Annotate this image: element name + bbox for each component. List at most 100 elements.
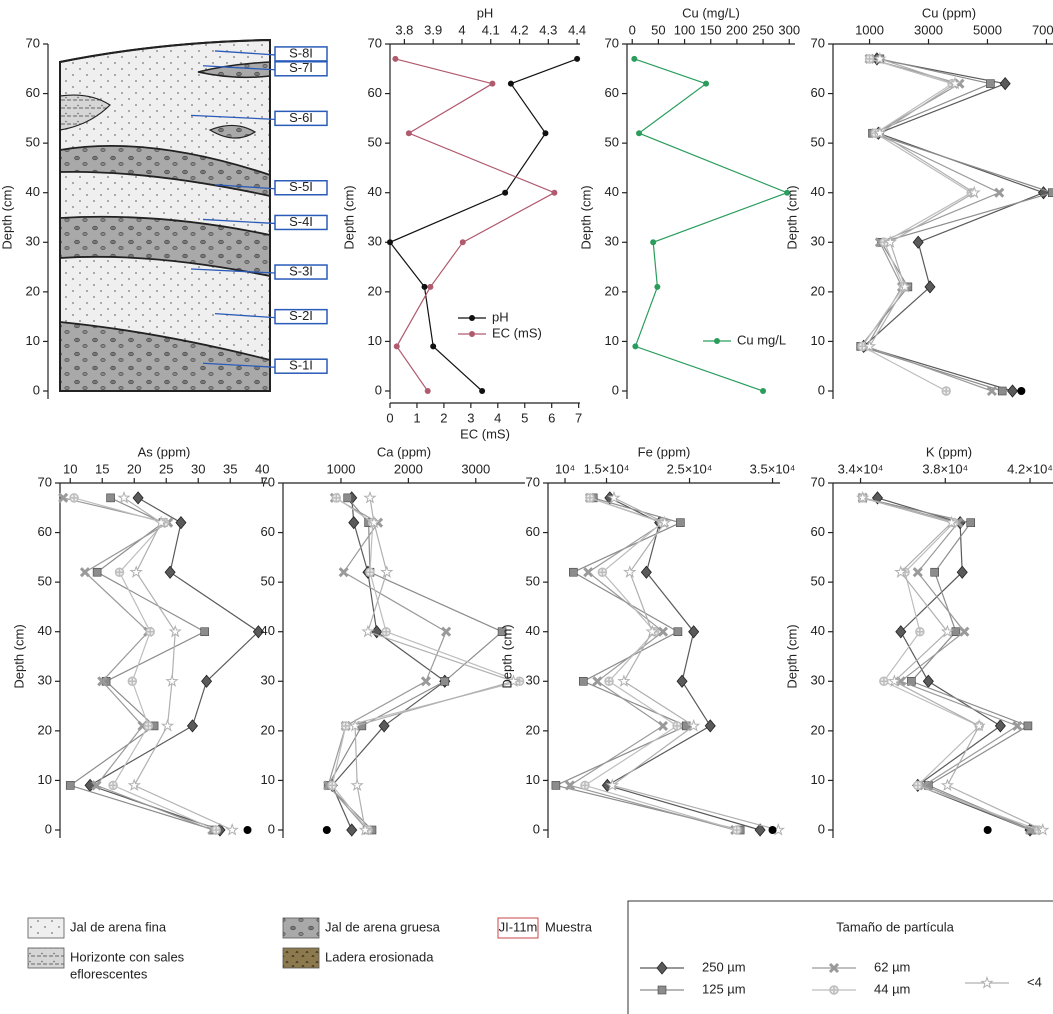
legend-marker: [469, 315, 475, 321]
sample-label: S-7I: [289, 60, 313, 75]
legend-frame: [627, 900, 1053, 1014]
y-tick-label: 0: [33, 382, 40, 397]
point: [686, 718, 701, 732]
point: [58, 492, 69, 503]
series-line: [123, 497, 233, 831]
point: [252, 625, 264, 639]
series-line: [862, 497, 1031, 831]
point: [999, 77, 1011, 91]
y-tick-label: 60: [526, 524, 540, 539]
x2-tick-label: 2: [440, 410, 447, 425]
point: [883, 235, 897, 248]
x-tick-label: 2000: [394, 461, 423, 476]
point: [887, 674, 902, 687]
sample-pointer: [190, 114, 276, 121]
y-tick-label: 50: [605, 135, 619, 150]
point: [636, 130, 643, 137]
point: [922, 674, 934, 688]
point: [564, 780, 576, 791]
point: [632, 343, 639, 350]
y-tick-label: 40: [261, 623, 275, 638]
x-axis-label: Fe (ppm): [638, 444, 691, 459]
point: [427, 283, 434, 290]
point: [574, 55, 581, 62]
point: [983, 826, 992, 834]
sample-legend-label: Muestra: [545, 919, 593, 934]
sample-pointer: [190, 268, 276, 274]
y-tick-label: 0: [612, 382, 619, 397]
x2-tick-label: 5: [521, 410, 528, 425]
sample-pointer: [202, 218, 276, 225]
x-axis-label: K (ppm): [926, 444, 972, 459]
y-tick-label: 30: [261, 673, 275, 688]
point: [879, 676, 889, 687]
point: [361, 624, 375, 638]
point: [363, 490, 377, 504]
sample-box: [274, 264, 328, 280]
y-tick-label: 30: [368, 234, 382, 249]
x-axis-label: Cu (mg/L): [682, 5, 740, 20]
y-tick-label: 20: [38, 722, 52, 737]
y-tick-label: 40: [605, 184, 619, 199]
point: [424, 388, 431, 394]
x-tick-label: 3000: [461, 461, 490, 476]
series-line: [862, 497, 1044, 831]
series-line: [73, 497, 217, 831]
x-tick-label: 200: [726, 22, 748, 37]
sample-label: S-6I: [289, 110, 313, 125]
point: [924, 280, 936, 294]
point: [980, 975, 994, 989]
y-tick-label: 70: [26, 35, 40, 50]
point: [69, 493, 79, 503]
y-tick-label: 60: [811, 524, 825, 539]
point: [944, 515, 959, 529]
legend-title: Tamaño de partícula: [836, 919, 955, 934]
x-tick-label: 4.2: [511, 22, 529, 37]
x2-axis-label: EC (mS): [460, 426, 510, 441]
sample-label: S-3I: [289, 263, 313, 278]
point: [873, 51, 887, 65]
point: [676, 674, 688, 688]
lithology-label: Jal de arena fina: [70, 919, 167, 934]
point: [676, 518, 685, 527]
series-line: [862, 58, 1046, 392]
series-line: [327, 497, 504, 831]
point: [430, 343, 437, 350]
point: [393, 343, 400, 350]
point: [348, 516, 360, 530]
x-tick-label: 3.4×10⁴: [838, 461, 884, 476]
y-tick-label: 50: [811, 574, 825, 589]
point: [127, 676, 138, 687]
y-tick-label: 20: [811, 722, 825, 737]
point: [154, 515, 168, 529]
sample-box: [274, 308, 328, 325]
series-line: [583, 497, 737, 831]
point: [358, 822, 372, 836]
series-line: [327, 497, 447, 831]
point: [857, 341, 867, 352]
point: [79, 567, 91, 578]
y-tick-label: 0: [533, 821, 540, 836]
y-tick-label: 20: [811, 283, 825, 298]
point: [986, 385, 997, 397]
point: [327, 780, 337, 791]
x-tick-label: 4.3: [539, 22, 557, 37]
x-tick-label: 4.4: [568, 22, 586, 37]
point: [129, 565, 143, 578]
series-line: [554, 497, 741, 831]
point: [597, 567, 608, 577]
point: [91, 780, 102, 791]
y-tick-label: 50: [261, 574, 275, 589]
point: [654, 283, 661, 290]
lithology-swatch: [27, 917, 65, 939]
y-tick-label: 10: [605, 333, 619, 348]
point: [165, 674, 179, 687]
point: [97, 676, 108, 687]
point: [108, 780, 118, 791]
x-tick-label: 150: [700, 22, 722, 37]
point: [367, 515, 381, 529]
x-tick-label: 3.8×10⁴: [922, 461, 968, 476]
point: [114, 567, 125, 577]
point: [569, 567, 578, 577]
x-axis-label: Cu (ppm): [922, 5, 976, 20]
